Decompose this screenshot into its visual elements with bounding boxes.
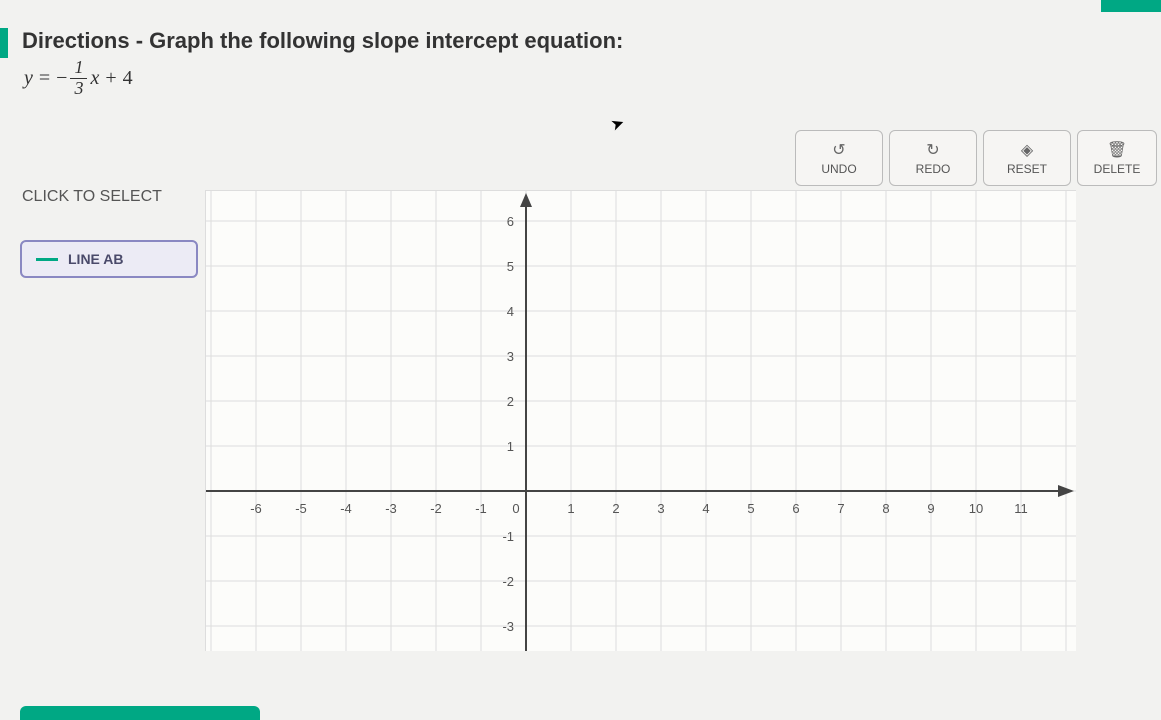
svg-text:-1: -1	[502, 529, 514, 544]
undo-button[interactable]: ↺ UNDO	[795, 130, 883, 186]
svg-text:-2: -2	[430, 501, 442, 516]
svg-text:3: 3	[657, 501, 664, 516]
equation-var: x	[90, 67, 99, 90]
equation-eq: =	[39, 67, 50, 90]
svg-text:0: 0	[512, 501, 519, 516]
delete-label: DELETE	[1094, 162, 1141, 176]
equation-neg: −	[56, 67, 67, 90]
redo-label: REDO	[916, 162, 951, 176]
reset-button[interactable]: ◈ RESET	[983, 130, 1071, 186]
line-ab-tool-button[interactable]: LINE AB	[20, 240, 198, 278]
svg-text:2: 2	[612, 501, 619, 516]
svg-text:3: 3	[507, 349, 514, 364]
svg-text:-5: -5	[295, 501, 307, 516]
svg-text:10: 10	[969, 501, 983, 516]
reset-label: RESET	[1007, 162, 1047, 176]
redo-icon: ↻	[926, 140, 939, 160]
svg-text:-2: -2	[502, 574, 514, 589]
delete-icon: 🗑	[1107, 140, 1127, 160]
equation-lhs: y	[24, 67, 33, 90]
svg-text:-6: -6	[250, 501, 262, 516]
line-ab-label: LINE AB	[68, 251, 123, 267]
delete-button[interactable]: 🗑 DELETE	[1077, 130, 1157, 186]
reset-icon: ◈	[1021, 140, 1033, 160]
svg-text:11: 11	[1014, 501, 1028, 516]
svg-text:1: 1	[567, 501, 574, 516]
mouse-cursor-icon: ➤	[608, 112, 627, 135]
directions-text: Directions - Graph the following slope i…	[22, 28, 623, 54]
coordinate-plane[interactable]: -6 -5 -4 -3 -2 -1 1 2 3 4 5 6 7 8 9 10 11 0 6 5 4 3 2 1 -1 -2 -3	[206, 191, 1076, 651]
svg-text:-3: -3	[385, 501, 397, 516]
left-accent-bar	[0, 28, 8, 58]
equation-plus: +	[105, 67, 116, 90]
equation: y = − 1 3 x + 4	[24, 58, 133, 99]
svg-text:-1: -1	[475, 501, 487, 516]
svg-text:2: 2	[507, 394, 514, 409]
equation-intercept: 4	[123, 67, 133, 90]
toolbar: ↺ UNDO ↻ REDO ◈ RESET 🗑 DELETE	[795, 130, 1157, 186]
svg-text:7: 7	[837, 501, 844, 516]
equation-frac-num: 1	[70, 58, 87, 79]
equation-fraction: 1 3	[70, 58, 87, 99]
line-swatch-icon	[36, 258, 58, 261]
svg-text:1: 1	[507, 439, 514, 454]
undo-label: UNDO	[821, 162, 856, 176]
top-accent-bar	[1101, 0, 1161, 12]
svg-text:6: 6	[792, 501, 799, 516]
svg-text:-4: -4	[340, 501, 352, 516]
redo-button[interactable]: ↻ REDO	[889, 130, 977, 186]
graph-canvas[interactable]: -6 -5 -4 -3 -2 -1 1 2 3 4 5 6 7 8 9 10 11 0 6 5 4 3 2 1 -1 -2 -3	[205, 190, 1076, 651]
bottom-accent-bar	[20, 706, 260, 720]
svg-text:5: 5	[747, 501, 754, 516]
svg-text:4: 4	[507, 304, 514, 319]
svg-text:4: 4	[702, 501, 709, 516]
svg-text:9: 9	[927, 501, 934, 516]
svg-text:5: 5	[507, 259, 514, 274]
svg-text:-3: -3	[502, 619, 514, 634]
svg-text:6: 6	[507, 214, 514, 229]
click-to-select-label: CLICK TO SELECT	[22, 188, 162, 206]
undo-icon: ↺	[832, 140, 845, 160]
equation-frac-den: 3	[70, 79, 87, 99]
svg-text:8: 8	[882, 501, 889, 516]
